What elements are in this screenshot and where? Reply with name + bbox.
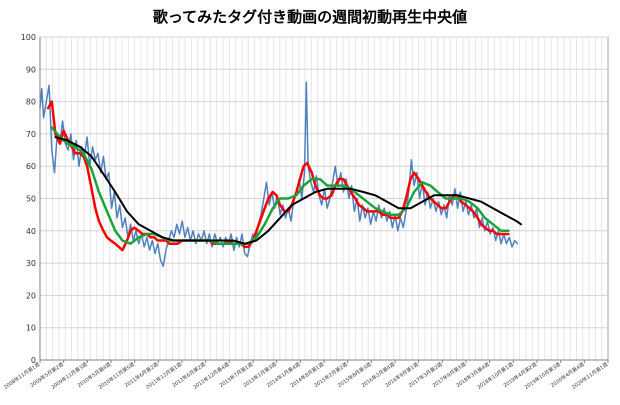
y-tick-label: 80: [26, 98, 36, 107]
y-tick-label: 40: [26, 227, 36, 236]
chart-title: 歌ってみたタグ付き動画の週間初動再生中央値: [152, 8, 468, 26]
axis-layer: [39, 37, 609, 363]
series-layer: [39, 81, 522, 268]
y-tick-label: 70: [26, 130, 36, 139]
y-tick-label: 90: [26, 65, 36, 74]
y-tick-label: 20: [26, 291, 36, 300]
y-tick-label: 60: [26, 162, 36, 171]
y-tick-label: 10: [26, 324, 36, 333]
series-line-1: [39, 81, 519, 268]
y-tick-label: 30: [26, 259, 36, 268]
y-tick-label: 50: [26, 195, 36, 204]
y-tick-label: 0: [31, 356, 36, 365]
series-line-3: [50, 126, 510, 245]
y-tick-label: 100: [21, 33, 36, 42]
series-line-4: [54, 136, 522, 245]
